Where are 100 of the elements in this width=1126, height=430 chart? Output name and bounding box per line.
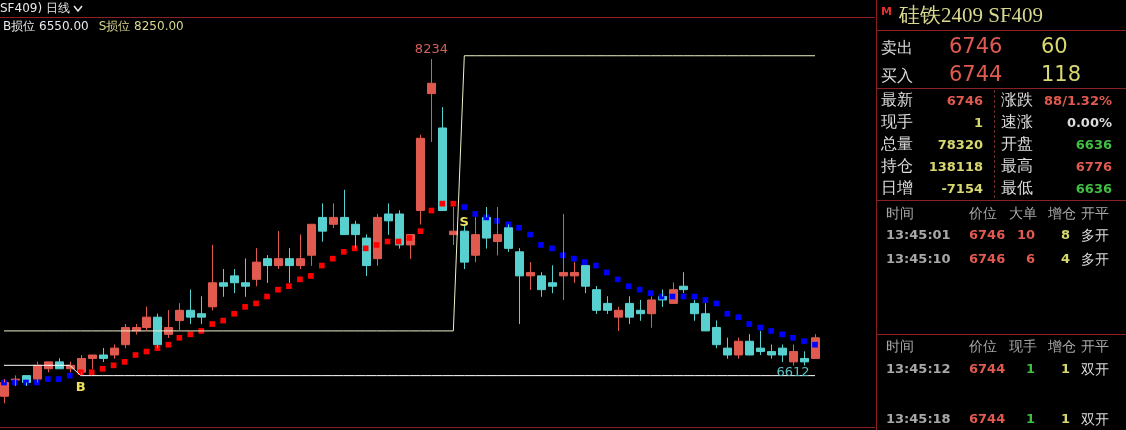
text: 13:45:01 xyxy=(886,226,951,243)
text: 78320 xyxy=(937,136,983,153)
text: 1 xyxy=(1025,410,1035,427)
text: 60 xyxy=(1041,34,1068,59)
text: 13:45:10 xyxy=(886,250,951,267)
text: 价位 xyxy=(969,204,997,222)
candlestick xyxy=(548,265,557,294)
point xyxy=(55,376,62,382)
text: 8 xyxy=(1060,226,1070,243)
text: 6746 xyxy=(969,250,1006,267)
point xyxy=(592,262,599,269)
point xyxy=(735,314,742,320)
point xyxy=(231,310,237,317)
point xyxy=(187,331,194,338)
text: 增仓 xyxy=(1048,204,1076,222)
point xyxy=(702,297,709,303)
text: 88/1.32% xyxy=(1044,92,1112,109)
text: S损位 8250.00 xyxy=(98,19,184,33)
point xyxy=(99,365,106,372)
point xyxy=(66,372,73,379)
text: 4 xyxy=(1060,250,1070,267)
point xyxy=(373,242,380,248)
text: 速涨 xyxy=(1001,112,1033,132)
text: 现手 xyxy=(881,112,913,132)
text: 13:45:12 xyxy=(886,360,951,377)
text: 1 xyxy=(1060,360,1070,377)
text: 6776 xyxy=(1075,158,1112,175)
text: 0.00% xyxy=(1066,114,1112,131)
candlestick xyxy=(504,223,513,253)
text: 最低 xyxy=(1001,178,1033,198)
point xyxy=(516,224,522,231)
text: 6744 xyxy=(969,410,1006,427)
candlestick xyxy=(581,265,590,294)
point xyxy=(45,376,51,382)
text: 6744 xyxy=(969,360,1006,377)
text: 6636 xyxy=(1075,136,1112,153)
text: 138118 xyxy=(928,158,983,175)
point xyxy=(647,290,654,296)
annotation: S xyxy=(459,213,469,229)
text: 硅铁2409 SF409 xyxy=(899,2,1044,28)
text: 开平 xyxy=(1081,204,1109,222)
point xyxy=(121,359,128,365)
point xyxy=(132,352,139,358)
point xyxy=(242,304,248,310)
text: 时间 xyxy=(886,204,914,222)
chart-title: SF409) 日线 xyxy=(0,1,70,15)
candlestick xyxy=(493,206,502,256)
point xyxy=(614,276,621,283)
text: 6744 xyxy=(949,62,1003,87)
text: 多开 xyxy=(1081,226,1109,244)
point xyxy=(110,362,117,369)
point xyxy=(768,328,774,334)
point xyxy=(220,317,227,324)
text: M xyxy=(881,4,892,19)
point xyxy=(209,321,216,327)
point xyxy=(724,310,731,317)
point xyxy=(779,331,785,338)
text: 10 xyxy=(1016,226,1035,243)
point xyxy=(527,231,533,238)
point xyxy=(549,245,555,252)
point xyxy=(757,324,764,331)
text: 增仓 xyxy=(1048,337,1076,355)
point xyxy=(801,338,807,345)
point xyxy=(329,255,336,262)
candlestick xyxy=(592,285,601,315)
point xyxy=(297,276,303,283)
text: 6746 xyxy=(946,92,983,109)
text: 6 xyxy=(1025,250,1035,267)
point xyxy=(275,286,281,293)
point xyxy=(286,283,292,290)
point xyxy=(253,300,259,307)
text: 13:45:18 xyxy=(886,410,951,427)
point xyxy=(461,204,468,210)
point xyxy=(176,334,183,341)
point xyxy=(417,228,424,234)
point xyxy=(625,283,632,290)
text: 买入 xyxy=(881,66,913,86)
point xyxy=(790,334,796,341)
text: 双开 xyxy=(1081,360,1109,378)
text: 118 xyxy=(1041,62,1082,87)
text: 开平 xyxy=(1081,337,1109,355)
text: B损位 6550.00 xyxy=(3,19,89,33)
text: 持仓 xyxy=(881,156,913,176)
point xyxy=(340,248,347,255)
point xyxy=(472,211,479,217)
annotation: B xyxy=(75,379,86,395)
text: 最高 xyxy=(1001,156,1033,176)
text: 总量 xyxy=(881,134,913,154)
point xyxy=(505,221,511,228)
candlestick xyxy=(373,213,382,267)
text: 1 xyxy=(973,114,983,131)
point xyxy=(603,269,610,276)
candlestick xyxy=(241,258,250,298)
candlestick xyxy=(471,216,480,263)
text: 卖出 xyxy=(881,38,913,58)
text: 时间 xyxy=(886,337,914,355)
point xyxy=(582,259,588,265)
annotation: 8234 xyxy=(414,41,448,57)
text: -7154 xyxy=(941,180,983,197)
text: 最新 xyxy=(881,90,913,110)
